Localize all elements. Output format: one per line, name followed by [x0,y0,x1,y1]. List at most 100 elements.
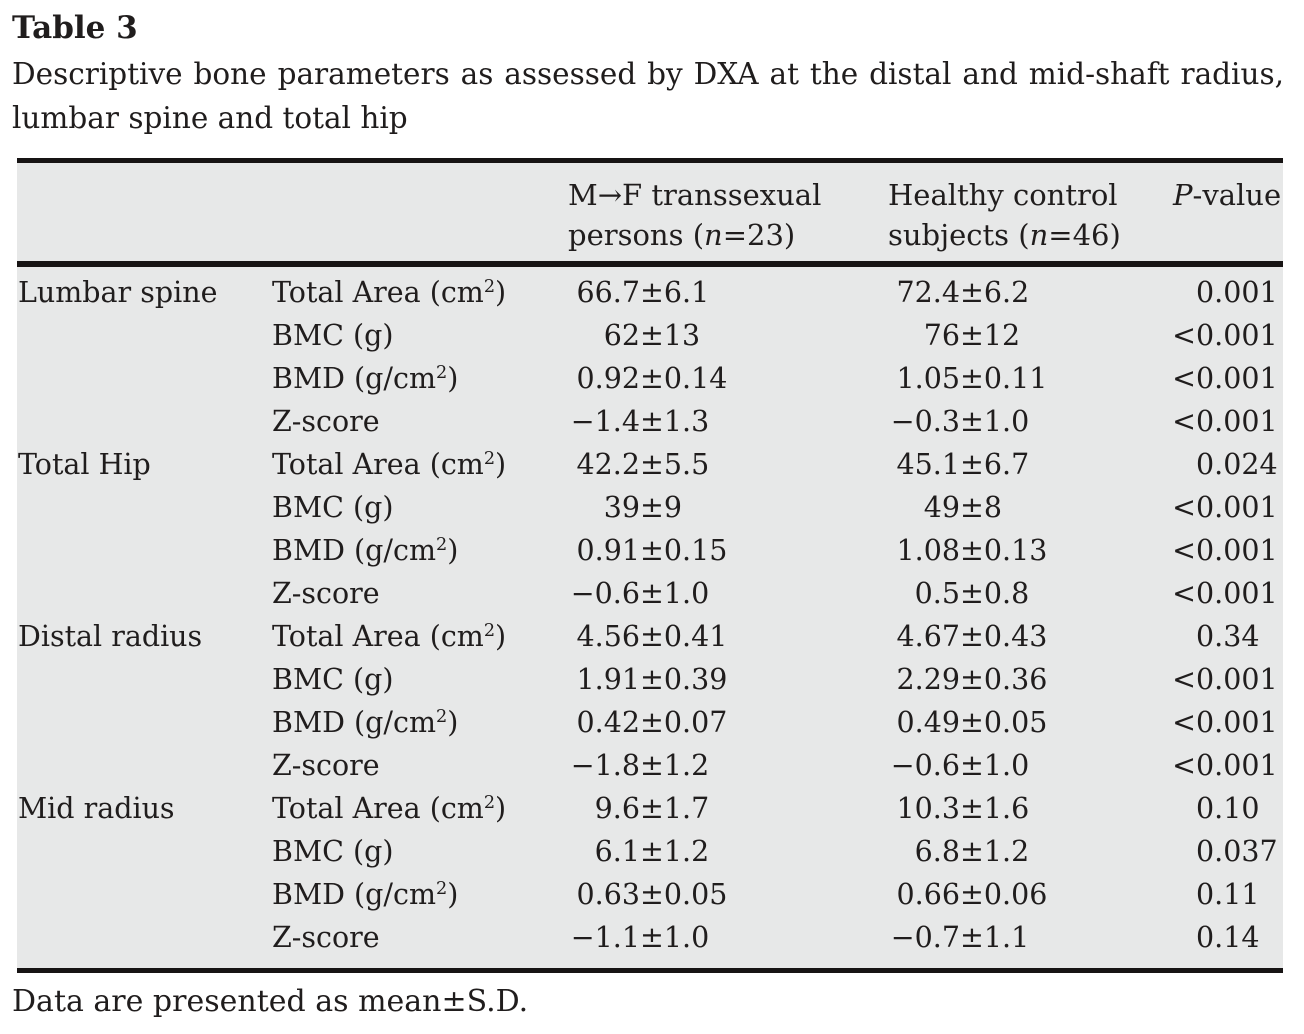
mean-value: 9.6 [594,792,640,825]
sd-value: 1.2 [983,835,1030,868]
sd-value: 1.2 [663,749,710,782]
p-value: 0.001 [1196,749,1278,782]
sd-value: 0.15 [663,534,728,567]
table-row: Z-score −1.8 ±1.2 −0.6 ±1.0 <0.001 [17,744,1283,787]
parameter-cell: Total Area (cm2) [272,620,507,653]
plus-minus-symbol: ± [640,921,664,954]
sd-value: 1.0 [983,749,1030,782]
plus-minus-symbol: ± [960,792,984,825]
superscript: 2 [483,449,496,470]
header-group-control: Healthy control subjects (n=46) [888,175,1172,255]
parameter-cell: Z-score [272,405,380,438]
value-cell-transsexual: −1.1 ±1.0 [568,916,888,959]
p-value: 0.001 [1196,491,1278,524]
p-value: 0.14 [1196,921,1260,954]
less-than-sign: < [1172,706,1196,739]
mean-value: 72.4 [896,276,960,309]
sd-value: 13 [663,319,701,352]
site-cell [17,529,272,572]
mean-value: 6.8 [914,835,960,868]
sd-value: 5.5 [663,448,710,481]
parameter-cell: BMC (g) [272,663,394,696]
less-than-sign: < [1172,749,1196,782]
plus-minus-symbol: ± [960,835,984,868]
value-cell-transsexual: 6.1 ±1.2 [568,830,888,873]
data-table: M→F transsexual persons (n=23) Healthy c… [17,158,1283,973]
value-cell-control: 6.8 ±1.2 [888,830,1172,873]
less-than-sign: < [1172,491,1196,524]
plus-minus-symbol: ± [640,319,664,352]
site-cell: Total Hip [18,448,151,481]
plus-minus-symbol: ± [640,362,664,395]
p-value: 0.001 [1196,405,1278,438]
p-value: 0.34 [1196,620,1260,653]
mean-value: −1.8 [570,749,640,782]
plus-minus-symbol: ± [640,620,664,653]
plus-minus-symbol: ± [640,577,664,610]
p-value-cell: <0.001 [1172,744,1283,787]
value-cell-transsexual: 0.63 ±0.05 [568,873,888,916]
p-value-cell: <0.001 [1172,529,1283,572]
less-than-sign: < [1172,663,1196,696]
less-than-sign [1172,916,1196,959]
parameter-cell: Z-score [272,921,380,954]
site-cell: Lumbar spine [18,276,218,309]
less-than-sign [1172,443,1196,486]
sd-value: 12 [983,319,1021,352]
plus-minus-symbol: ± [640,534,664,567]
plus-minus-symbol: ± [640,749,664,782]
sd-value: 1.1 [983,921,1030,954]
site-cell [17,744,272,787]
n-variable: n [704,218,723,252]
plus-minus-symbol: ± [640,878,664,911]
p-value-cell: <0.001 [1172,486,1283,529]
sd-value: 6.2 [983,276,1030,309]
value-cell-transsexual: 1.91 ±0.39 [568,658,888,701]
sd-value: 6.7 [983,448,1030,481]
p-value-cell: 0.10 [1172,787,1283,830]
mean-value: 49 [923,491,960,524]
sd-value: 0.06 [983,878,1048,911]
header-spacer-parameter [272,175,568,255]
value-cell-control: −0.3 ±1.0 [888,400,1172,443]
table-row: Lumbar spine Total Area (cm2) 66.7 ±6.1 7… [17,271,1283,314]
p-value-cell: <0.001 [1172,357,1283,400]
parameter-cell: BMD (g/cm2) [272,534,459,567]
less-than-sign [1172,787,1196,830]
mean-value: 1.91 [576,663,640,696]
sd-value: 0.05 [983,706,1048,739]
value-cell-control: 2.29 ±0.36 [888,658,1172,701]
p-value-cell: <0.001 [1172,314,1283,357]
parameter-cell: BMD (g/cm2) [272,362,459,395]
site-cell [17,701,272,744]
value-cell-control: 1.05 ±0.11 [888,357,1172,400]
p-value: 0.001 [1196,534,1278,567]
mean-value: 0.91 [576,534,640,567]
p-variable: P [1173,178,1193,212]
sd-value: 6.1 [663,276,710,309]
less-than-sign: < [1172,319,1196,352]
header-group-control-line2: subjects (n=46) [888,218,1121,252]
less-than-sign [1172,615,1196,658]
mean-value: 6.1 [594,835,640,868]
mean-value: 39 [603,491,640,524]
table-row: BMD (g/cm2) 0.42 ±0.07 0.49 ±0.05 <0.001 [17,701,1283,744]
p-value-cell: 0.001 [1172,271,1283,314]
plus-minus-symbol: ± [640,835,664,868]
site-cell [17,400,272,443]
p-value-cell: <0.001 [1172,701,1283,744]
plus-minus-symbol: ± [960,276,984,309]
sd-value: 1.2 [663,835,710,868]
table-row: BMC (g) 39 ±9 49 ±8 <0.001 [17,486,1283,529]
mean-value: 0.66 [896,878,960,911]
plus-minus-symbol: ± [640,448,664,481]
plus-minus-symbol: ± [640,491,664,524]
table-row: BMD (g/cm2) 0.92 ±0.14 1.05 ±0.11 <0.001 [17,357,1283,400]
site-cell [17,873,272,916]
superscript: 2 [483,621,496,642]
value-cell-transsexual: −1.4 ±1.3 [568,400,888,443]
sd-value: 0.36 [983,663,1048,696]
table-row: Z-score −1.4 ±1.3 −0.3 ±1.0 <0.001 [17,400,1283,443]
table-number: Table 3 [12,10,138,46]
